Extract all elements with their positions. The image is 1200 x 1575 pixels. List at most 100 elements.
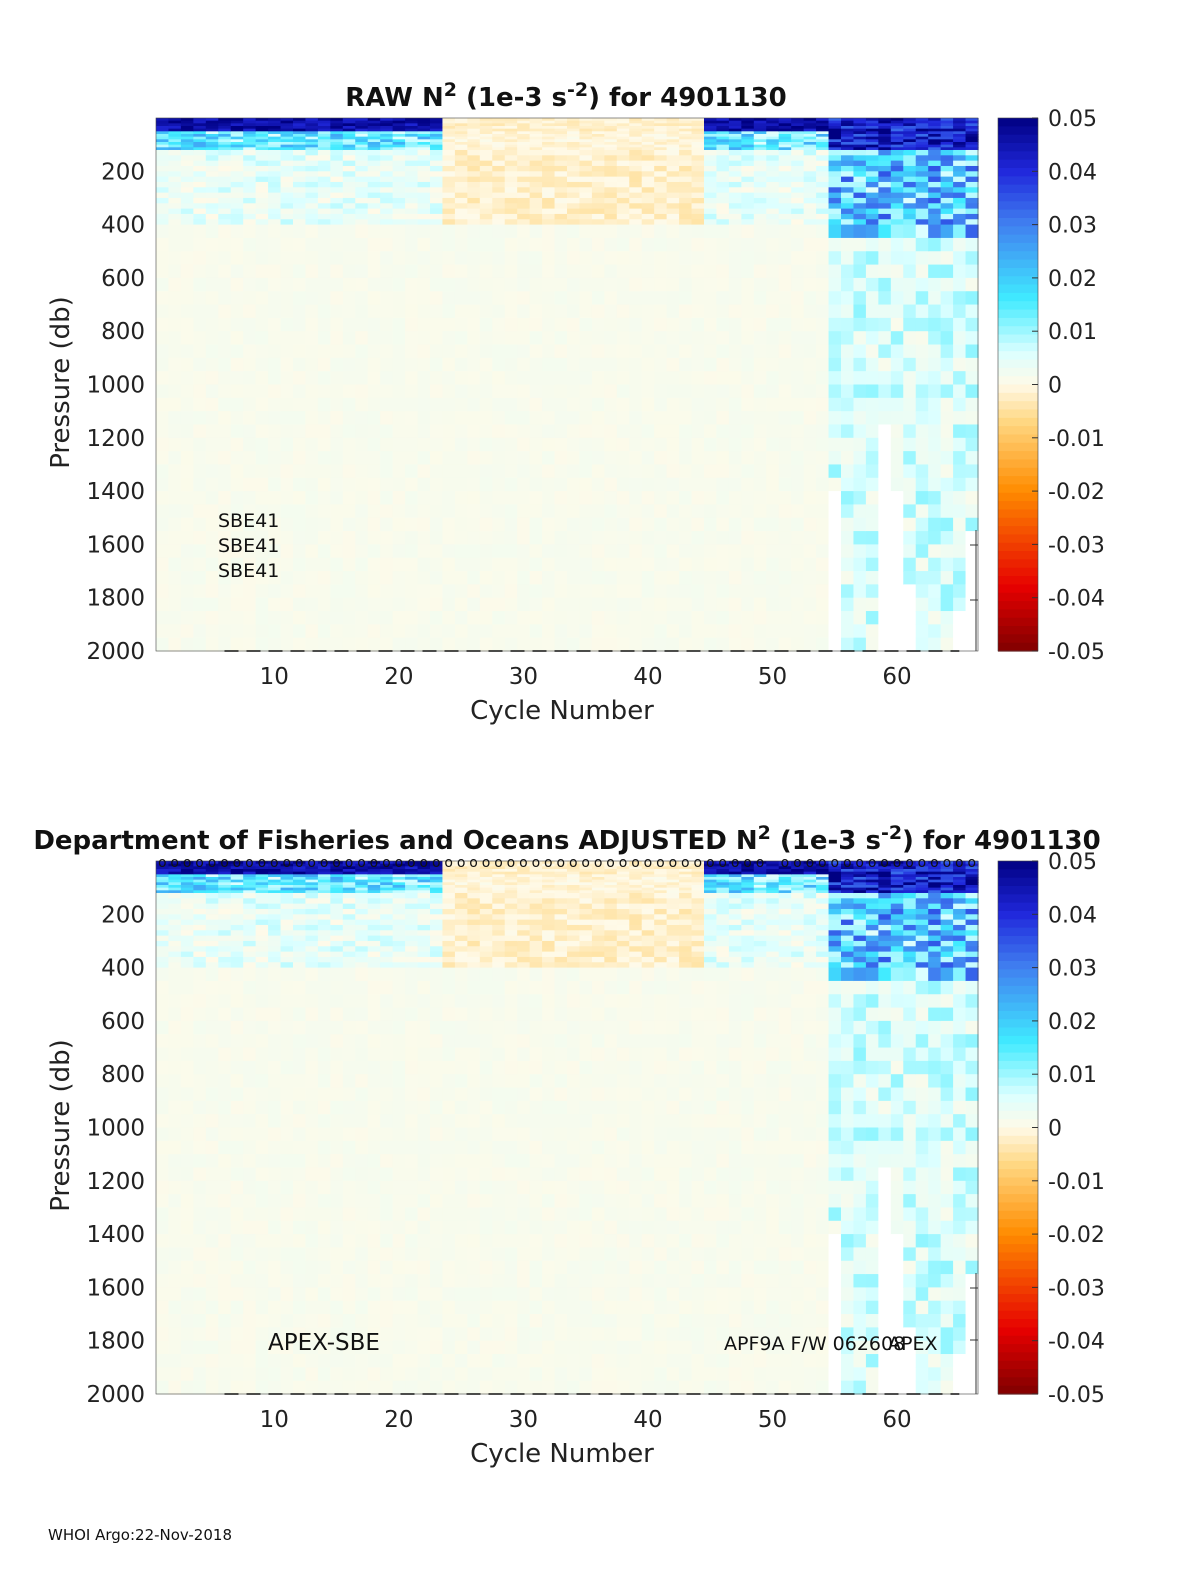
heatmap-cell xyxy=(342,935,356,942)
heatmap-cell xyxy=(367,1127,381,1142)
heatmap-cell xyxy=(218,1180,232,1195)
heatmap-cell xyxy=(454,291,468,306)
heatmap-cell xyxy=(367,451,381,466)
heatmap-cell xyxy=(604,291,618,306)
heatmap-cell xyxy=(953,531,967,546)
heatmap-cell xyxy=(442,304,456,319)
heatmap-cell xyxy=(679,136,693,140)
heatmap-cell xyxy=(479,123,493,127)
heatmap-cell xyxy=(629,544,643,559)
heatmap-cell xyxy=(430,118,444,122)
heatmap-cell xyxy=(193,1087,207,1102)
heatmap-cell xyxy=(305,869,319,873)
heatmap-cell xyxy=(230,237,244,252)
heatmap-cell xyxy=(841,344,855,359)
heatmap-cell xyxy=(579,192,593,199)
heatmap-cell xyxy=(193,264,207,279)
heatmap-cell xyxy=(255,147,269,151)
heatmap-cell xyxy=(679,624,693,639)
heatmap-cell xyxy=(479,155,493,162)
heatmap-cell xyxy=(654,371,668,386)
heatmap-cell xyxy=(268,126,282,130)
heatmap-cell xyxy=(716,411,730,426)
heatmap-cell xyxy=(629,237,643,252)
heatmap-cell xyxy=(243,451,257,466)
heatmap-cell xyxy=(180,464,194,479)
heatmap-cell xyxy=(679,181,693,188)
heatmap-cell xyxy=(766,637,780,652)
heatmap-cell xyxy=(367,1327,381,1342)
heatmap-cell xyxy=(903,171,917,178)
y-tick-label: 600 xyxy=(101,266,145,292)
heatmap-cell xyxy=(255,197,269,204)
heatmap-cell xyxy=(430,219,444,226)
heatmap-cell xyxy=(629,187,643,194)
heatmap-cell xyxy=(641,611,655,625)
heatmap-cell xyxy=(803,571,817,585)
heatmap-cell xyxy=(243,967,257,982)
heatmap-cell xyxy=(953,136,967,140)
heatmap-cell xyxy=(865,224,879,239)
heatmap-cell xyxy=(467,237,481,252)
heatmap-cell xyxy=(218,464,232,479)
heatmap-cell xyxy=(704,344,718,359)
heatmap-cell xyxy=(205,118,219,122)
heatmap-cell xyxy=(579,197,593,204)
heatmap-cell xyxy=(255,1287,269,1302)
heatmap-cell xyxy=(305,876,319,881)
heatmap-cell xyxy=(554,624,568,639)
heatmap-cell xyxy=(454,637,468,652)
heatmap-cell xyxy=(641,128,655,132)
heatmap-cell xyxy=(392,464,406,479)
heatmap-cell xyxy=(317,126,331,130)
colorbar-swatch xyxy=(998,592,1038,602)
heatmap-cell xyxy=(816,464,830,479)
heatmap-cell xyxy=(853,123,867,127)
heatmap-cell xyxy=(180,1380,194,1395)
heatmap-cell xyxy=(629,411,643,426)
heatmap-cell xyxy=(504,317,518,332)
heatmap-cell xyxy=(293,1020,307,1035)
heatmap-cell xyxy=(218,120,232,124)
x-tick-label: 30 xyxy=(509,664,538,690)
heatmap-cell xyxy=(255,531,269,546)
heatmap-cell xyxy=(753,208,767,215)
heatmap-cell xyxy=(965,464,979,479)
heatmap-cell xyxy=(878,384,892,399)
heatmap-cell xyxy=(168,898,182,905)
heatmap-cell xyxy=(255,1314,269,1328)
colorbar-swatch xyxy=(998,226,1038,236)
heatmap-cell xyxy=(193,160,207,167)
heatmap-cell xyxy=(791,237,805,252)
heatmap-cell xyxy=(903,264,917,279)
heatmap-cell xyxy=(430,165,444,172)
heatmap-cell xyxy=(865,136,879,140)
heatmap-cell xyxy=(567,224,581,239)
heatmap-cell xyxy=(778,597,792,612)
heatmap-cell xyxy=(591,208,605,215)
heatmap-cell xyxy=(803,141,817,146)
heatmap-cell xyxy=(492,451,506,466)
heatmap-cell xyxy=(156,908,170,915)
heatmap-cell xyxy=(691,317,705,332)
heatmap-cell xyxy=(915,517,929,532)
heatmap-cell xyxy=(230,874,244,878)
heatmap-cell xyxy=(317,331,331,346)
heatmap-cell xyxy=(342,331,356,346)
heatmap-cell xyxy=(355,1020,369,1035)
heatmap-cell xyxy=(915,192,929,199)
heatmap-cell xyxy=(903,147,917,151)
heatmap-cell xyxy=(940,133,954,138)
heatmap-cell xyxy=(317,637,331,652)
heatmap-cell xyxy=(205,1020,219,1035)
heatmap-cell xyxy=(405,128,419,132)
heatmap-cell xyxy=(305,1327,319,1342)
heatmap-cell xyxy=(442,464,456,479)
heatmap-cell xyxy=(654,181,668,188)
heatmap-cell xyxy=(317,887,331,891)
heatmap-cell xyxy=(766,192,780,199)
heatmap-cell xyxy=(791,118,805,122)
heatmap-cell xyxy=(579,160,593,167)
heatmap-cell xyxy=(442,584,456,599)
heatmap-cell xyxy=(529,517,543,532)
